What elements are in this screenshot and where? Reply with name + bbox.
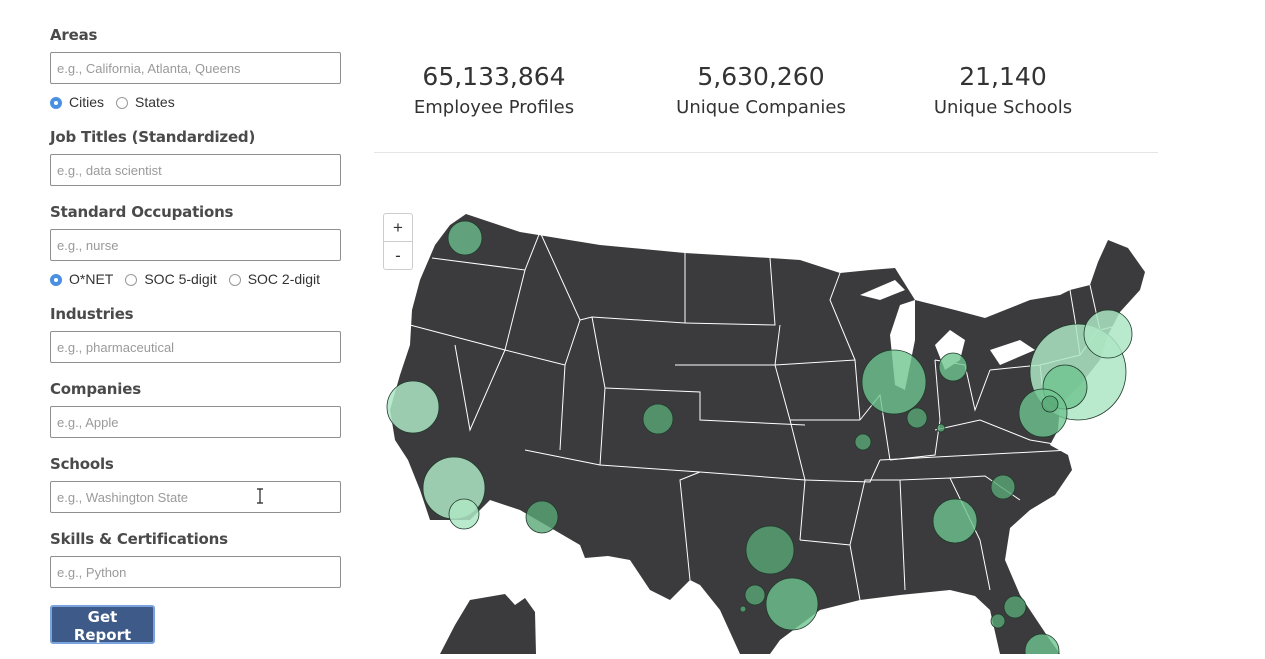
text-cursor-icon [256, 488, 264, 507]
soc2-radio-dot[interactable] [228, 274, 241, 286]
occupation-code-radios: O*NET SOC 5-digit SOC 2-digit [50, 271, 332, 287]
soc5-radio[interactable]: SOC 5-digit [125, 271, 217, 287]
occupations-input[interactable] [50, 229, 341, 261]
stat-label: Employee Profiles [413, 97, 575, 118]
industries-input[interactable] [50, 331, 341, 363]
occupations-label: Standard Occupations [50, 203, 234, 221]
areas-input[interactable] [50, 52, 341, 84]
companies-label: Companies [50, 380, 141, 398]
areas-label: Areas [50, 26, 98, 44]
stat-label: Unique Schools [933, 97, 1073, 118]
job-titles-input[interactable] [50, 154, 341, 186]
us-map[interactable] [380, 200, 1160, 659]
divider [374, 152, 1158, 153]
zoom-out-button[interactable]: - [384, 241, 412, 269]
map-zoom-controls: + - [383, 213, 413, 270]
cities-radio[interactable]: Cities [50, 94, 104, 110]
soc5-radio-dot[interactable] [125, 274, 138, 286]
skills-input[interactable] [50, 556, 341, 588]
onet-radio-dot[interactable] [50, 274, 62, 286]
soc2-radio[interactable]: SOC 2-digit [228, 271, 320, 287]
area-type-radios: Cities States [50, 94, 187, 110]
industries-label: Industries [50, 305, 134, 323]
states-radio-dot[interactable] [116, 97, 129, 109]
job-titles-label: Job Titles (Standardized) [50, 128, 256, 146]
stat-unique-companies: 5,630,260 Unique Companies [641, 62, 881, 118]
zoom-in-button[interactable]: + [393, 218, 403, 237]
stat-unique-schools: 21,140 Unique Schools [883, 62, 1123, 118]
schools-label: Schools [50, 455, 114, 473]
onet-radio[interactable]: O*NET [50, 271, 113, 287]
stat-value: 65,133,864 [422, 62, 566, 91]
cities-radio-dot[interactable] [50, 97, 62, 109]
stat-value: 5,630,260 [697, 62, 825, 91]
stat-employee-profiles: 65,133,864 Employee Profiles [374, 62, 614, 118]
get-report-button[interactable]: Get Report [50, 605, 155, 644]
stat-value: 21,140 [959, 62, 1047, 91]
schools-input[interactable] [50, 481, 341, 513]
skills-label: Skills & Certifications [50, 530, 228, 548]
companies-input[interactable] [50, 406, 341, 438]
states-radio[interactable]: States [116, 94, 175, 110]
location-bubbles[interactable] [386, 220, 1133, 659]
stat-label: Unique Companies [676, 97, 846, 118]
